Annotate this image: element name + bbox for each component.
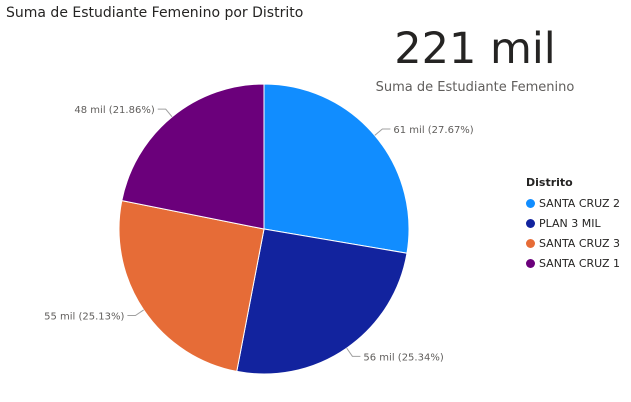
pie-slice-santa-cruz-3[interactable]: [118, 199, 265, 373]
legend-label: SANTA CRUZ 3: [539, 236, 621, 250]
legend-label: SANTA CRUZ 2: [539, 196, 621, 210]
data-label: 55 mil (25.13%): [44, 312, 124, 323]
legend-item-santa-cruz-3[interactable]: SANTA CRUZ 3: [526, 233, 620, 253]
legend-item-santa-cruz-2[interactable]: SANTA CRUZ 2: [526, 193, 620, 213]
pie-slice-santa-cruz-1[interactable]: [121, 83, 265, 230]
leader-line: [127, 309, 144, 317]
leader-line: [346, 347, 361, 357]
legend-dot-icon: [526, 218, 535, 228]
legend-dot-icon: [526, 198, 535, 208]
legend-item-santa-cruz-1[interactable]: SANTA CRUZ 1: [526, 253, 620, 273]
data-label: 48 mil (21.86%): [74, 105, 154, 116]
legend-dot-icon: [526, 258, 535, 268]
leader-line: [374, 128, 391, 136]
chart-title: Suma de Estudiante Femenino por Distrito: [6, 5, 304, 21]
legend-title: Distrito: [526, 176, 573, 189]
leader-line: [157, 108, 173, 118]
data-label: 56 mil (25.34%): [363, 352, 443, 363]
data-label: 61 mil (27.67%): [393, 125, 473, 136]
legend-item-plan-3-mil[interactable]: PLAN 3 MIL: [526, 213, 620, 233]
kpi-value: 221 mil: [394, 24, 556, 74]
legend-label: PLAN 3 MIL: [539, 216, 601, 230]
pie-slice-santa-cruz-2[interactable]: [263, 83, 410, 254]
legend: Distrito SANTA CRUZ 2 PLAN 3 MIL SANTA CRU…: [526, 176, 620, 273]
legend-label: SANTA CRUZ 1: [539, 256, 621, 270]
legend-dot-icon: [526, 238, 535, 248]
kpi-label: Suma de Estudiante Femenino: [375, 80, 575, 95]
